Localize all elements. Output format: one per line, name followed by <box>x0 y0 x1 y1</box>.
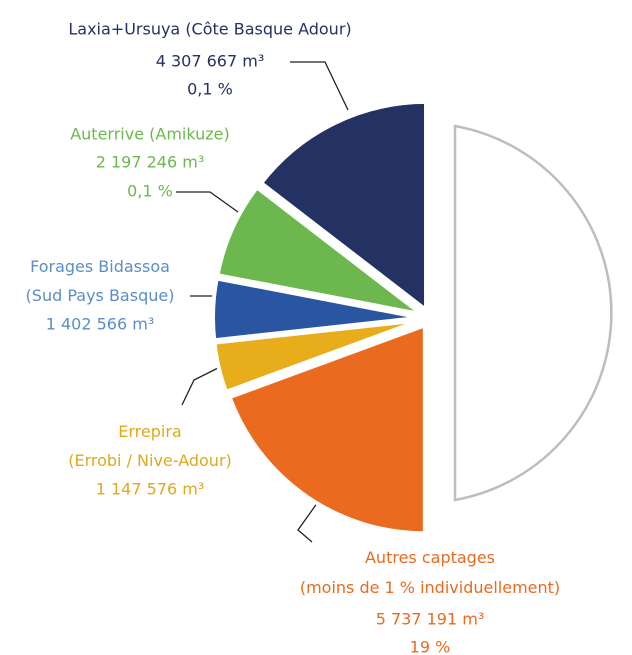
category-label: Auterrive (Amikuze) <box>70 125 230 144</box>
value-label: 1 147 576 m³ <box>96 480 205 499</box>
label-line: (Sud Pays Basque) <box>26 286 175 305</box>
value-label: 4 307 667 m³ <box>156 52 265 71</box>
category-label: Forages Bidassoa (Sud Pays Basque) <box>26 257 175 305</box>
category-label: Autres captages (moins de 1 % individuell… <box>300 548 560 597</box>
leader-line <box>181 365 223 406</box>
percent-label: 0,1 % <box>187 80 233 99</box>
percent-label: 0,1 % <box>127 182 173 201</box>
leader-line <box>176 191 239 213</box>
percent-label: 19 % <box>410 638 451 655</box>
value-label: 2 197 246 m³ <box>96 153 205 172</box>
leader-line <box>290 61 349 111</box>
pie-slice <box>258 99 429 314</box>
value-label: 1 402 566 m³ <box>46 315 155 334</box>
remaining-half <box>453 124 613 502</box>
label-line: Errepira <box>118 422 181 441</box>
pie-slice <box>211 276 422 343</box>
value-label: 5 737 191 m³ <box>376 610 485 629</box>
label-line: Autres captages <box>365 548 495 567</box>
category-label: Laxia+Ursuya (Côte Basque Adour) <box>68 20 351 39</box>
pie-slice <box>215 184 424 317</box>
label-line: (moins de 1 % individuellement) <box>300 578 560 597</box>
label-line: Forages Bidassoa <box>30 257 170 276</box>
category-label: Errepira (Errobi / Nive-Adour) <box>68 422 232 470</box>
pie-slice <box>227 322 427 536</box>
pie-slice <box>212 318 422 395</box>
label-line: (Errobi / Nive-Adour) <box>68 451 232 470</box>
